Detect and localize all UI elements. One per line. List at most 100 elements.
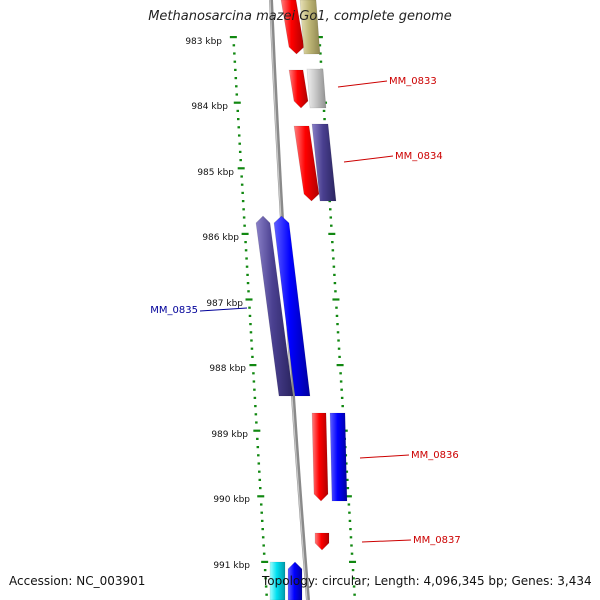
tick-mark-right xyxy=(332,257,335,260)
tick-mark-right xyxy=(351,569,355,572)
tick-mark-right xyxy=(349,536,353,539)
tick-mark-left xyxy=(250,339,253,342)
tick-mark-left xyxy=(248,314,252,317)
tick-mark-left xyxy=(236,118,240,121)
tick-mark-right xyxy=(340,388,343,391)
tick-mark-left xyxy=(233,60,237,63)
tick-mark-right xyxy=(331,249,335,252)
gene-label[interactable]: MM_0835 xyxy=(150,305,198,316)
tick-mark-left xyxy=(242,208,245,211)
tick-mark-left xyxy=(235,85,238,88)
tick-mark-left xyxy=(239,159,242,162)
gene-label-leader-line xyxy=(343,155,394,163)
tick-mark-right xyxy=(332,298,340,301)
gene-track xyxy=(255,0,348,600)
tick-mark-right xyxy=(349,560,357,563)
tick-mark-right xyxy=(348,511,351,514)
gene-labels: MM_0833 MM_0834 MM_0835 MM_0836 MM_0837 xyxy=(150,76,460,546)
tick-mark-left xyxy=(261,536,265,539)
tick-mark-left xyxy=(232,44,236,47)
tick-mark-left xyxy=(238,142,241,145)
tick-mark-left xyxy=(244,249,248,252)
scale-tick-label: 990 kbp xyxy=(213,495,250,505)
tick-mark-left xyxy=(255,421,258,424)
tick-mark-right xyxy=(339,372,342,375)
scale-tick-label: 987 kbp xyxy=(206,299,243,309)
tick-mark-left xyxy=(229,36,237,39)
tick-mark-right xyxy=(349,528,352,531)
tick-mark-left xyxy=(264,585,268,588)
tick-mark-left xyxy=(254,413,258,416)
tick-mark-right xyxy=(339,380,343,383)
tick-mark-left xyxy=(237,167,245,170)
tick-mark-left xyxy=(260,519,264,522)
tick-mark-left xyxy=(245,265,249,268)
gene-label[interactable]: MM_0834 xyxy=(395,151,443,162)
gene-feature-10[interactable] xyxy=(314,532,330,551)
gene-feature-4[interactable] xyxy=(293,125,320,202)
topology-text: Topology: circular; Length: 4,096,345 bp… xyxy=(262,574,592,588)
scale-tick-label: 986 kbp xyxy=(202,233,239,243)
tick-mark-left xyxy=(258,470,261,473)
tick-mark-left xyxy=(251,355,254,358)
tick-mark-left xyxy=(241,200,245,203)
tick-mark-left xyxy=(238,150,242,153)
tick-mark-right xyxy=(319,52,322,55)
tick-mark-right xyxy=(323,118,326,121)
tick-mark-left xyxy=(234,68,237,71)
tick-mark-left xyxy=(257,462,261,465)
gene-feature-6[interactable] xyxy=(255,215,294,397)
tick-mark-left xyxy=(249,331,253,334)
tick-mark-left xyxy=(241,232,249,235)
tick-mark-left xyxy=(256,446,260,449)
tick-mark-left xyxy=(253,429,261,432)
tick-mark-left xyxy=(252,380,256,383)
gene-label[interactable]: MM_0833 xyxy=(389,76,437,87)
gene-feature-11[interactable] xyxy=(269,561,286,600)
tick-mark-right xyxy=(333,282,337,285)
gene-label[interactable]: MM_0836 xyxy=(411,450,459,461)
tick-mark-right xyxy=(332,265,336,268)
scale-tick-label: 988 kbp xyxy=(209,364,246,374)
tick-mark-left xyxy=(259,503,263,506)
gene-feature-0[interactable] xyxy=(280,0,305,55)
tick-mark-right xyxy=(335,314,339,317)
gene-feature-8[interactable] xyxy=(311,412,329,502)
tick-mark-right xyxy=(337,339,340,342)
gene-feature-1[interactable] xyxy=(299,0,321,55)
gene-label[interactable]: MM_0837 xyxy=(413,535,461,546)
gene-feature-5[interactable] xyxy=(311,123,337,202)
tick-mark-left xyxy=(237,126,240,129)
tick-mark-left xyxy=(250,347,254,350)
gene-feature-7[interactable] xyxy=(273,215,311,397)
tick-mark-left xyxy=(256,437,259,440)
tick-mark-left xyxy=(233,52,236,55)
tick-mark-right xyxy=(352,577,355,580)
tick-mark-right xyxy=(352,585,356,588)
scale-tick-label: 984 kbp xyxy=(191,102,228,112)
gene-feature-12[interactable] xyxy=(287,561,303,600)
tick-mark-right xyxy=(322,109,326,112)
tick-mark-left xyxy=(241,191,244,194)
tick-mark-left xyxy=(261,528,264,531)
tick-mark-right xyxy=(340,396,344,399)
tick-mark-left xyxy=(240,183,244,186)
tick-mark-right xyxy=(333,273,336,276)
tick-mark-right xyxy=(336,364,344,367)
tick-mark-left xyxy=(249,364,257,367)
gene-feature-3[interactable] xyxy=(306,68,327,109)
tick-mark-left xyxy=(240,175,243,178)
gene-feature-2[interactable] xyxy=(288,69,309,109)
tick-mark-left xyxy=(258,478,262,481)
tick-mark-left xyxy=(261,560,269,563)
gene-label-leader-line xyxy=(361,539,412,543)
tick-mark-left xyxy=(263,569,267,572)
gene-label-leader-line xyxy=(337,80,388,88)
gene-feature-9[interactable] xyxy=(329,412,348,502)
tick-mark-right xyxy=(336,323,339,326)
tick-mark-left xyxy=(253,388,256,391)
tick-mark-left xyxy=(244,241,247,244)
tick-mark-left xyxy=(236,109,240,112)
genome-title: Methanosarcina mazei Go1, complete genom… xyxy=(148,9,452,24)
